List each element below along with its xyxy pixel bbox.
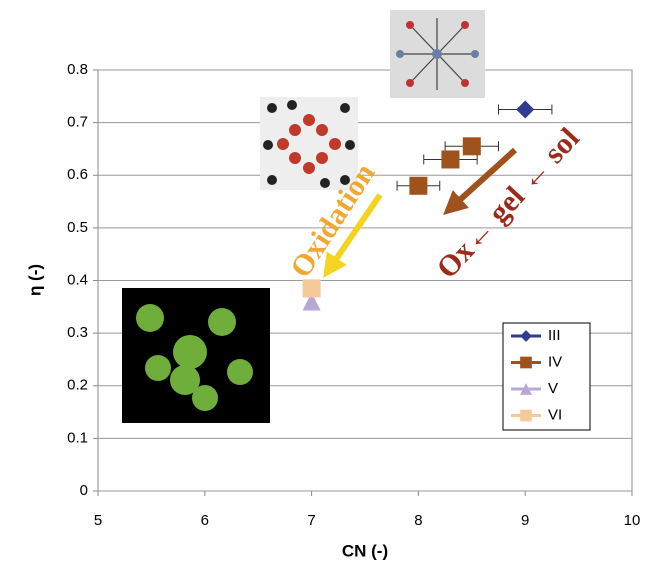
- crystal-image: [390, 10, 485, 98]
- x-tick-label: 7: [307, 512, 315, 529]
- point: [463, 137, 481, 155]
- legend: [503, 323, 590, 430]
- legend-marker: [520, 410, 532, 422]
- y-tick-label: 0.2: [67, 377, 88, 394]
- y-tick-label: 0.6: [67, 166, 88, 183]
- point: [441, 150, 459, 168]
- x-tick-label: 9: [521, 512, 529, 529]
- y-axis-title: η (-): [25, 264, 44, 296]
- legend-marker: [520, 357, 532, 369]
- legend-label: VI: [548, 406, 562, 423]
- legend-label: III: [548, 327, 561, 344]
- y-tick-label: 0.8: [67, 61, 88, 78]
- chart: CN (-) η (-) 00.10.20.30.40.50.60.70.: [0, 0, 646, 571]
- y-tick-label: 0.1: [67, 429, 88, 446]
- x-tick-label: 10: [624, 512, 641, 529]
- x-axis-title: CN (-): [342, 541, 388, 560]
- y-tick-label: 0.7: [67, 114, 88, 131]
- y-tick-label: 0.3: [67, 324, 88, 341]
- x-tick-label: 5: [94, 512, 102, 529]
- cluster-image: [122, 288, 270, 423]
- x-tick-label: 8: [414, 512, 422, 529]
- y-tick-label: 0: [80, 482, 88, 499]
- y-tick-label: 0.4: [67, 271, 88, 288]
- x-tick-label: 6: [201, 512, 209, 529]
- legend-label: IV: [548, 353, 562, 370]
- y-tick-label: 0.5: [67, 219, 88, 236]
- legend-label: V: [548, 380, 558, 397]
- point: [409, 177, 427, 195]
